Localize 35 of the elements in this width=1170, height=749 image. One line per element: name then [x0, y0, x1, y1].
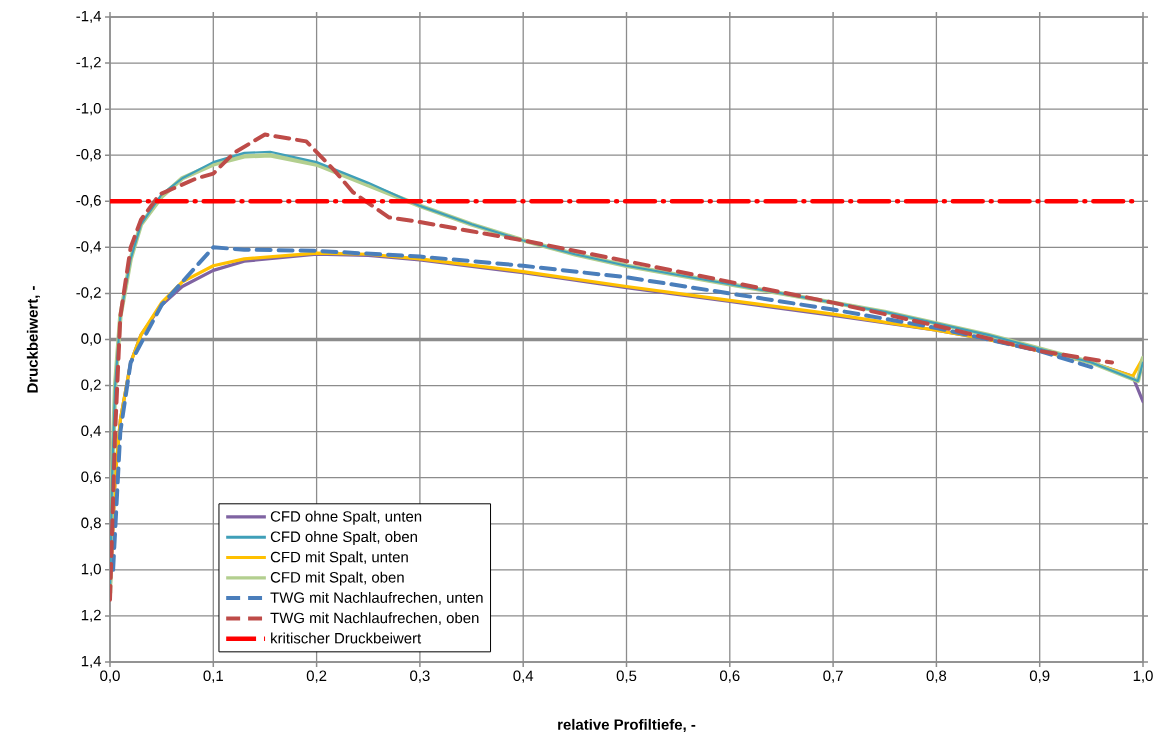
- x-tick-label: 0,2: [306, 670, 327, 683]
- y-tick-label: -1,0: [76, 102, 101, 116]
- x-tick-label: 0,0: [100, 670, 120, 683]
- legend-label: CFD mit Spalt, unten: [270, 551, 408, 566]
- y-tick-label: 0,4: [81, 425, 102, 438]
- y-tick-label: -0,6: [76, 195, 101, 208]
- x-tick-label: 0,8: [926, 670, 947, 683]
- x-tick-label: 0,9: [1029, 670, 1050, 683]
- y-tick-label: 1,4: [81, 655, 102, 669]
- legend-label: kritischer Druckbeiwert: [271, 632, 422, 644]
- x-tick-label: 0,5: [616, 670, 637, 683]
- legend-label: TWG mit Nachlaufrechen, oben: [270, 612, 479, 625]
- y-tick-label: 0,6: [81, 471, 101, 484]
- y-tick-label: -1,2: [76, 56, 101, 70]
- y-tick-label: -0,8: [76, 149, 101, 162]
- legend-label: TWG mit Nachlaufrechen, unten: [270, 591, 483, 605]
- y-tick-label: 1,2: [81, 609, 101, 623]
- y-tick-label: 0,0: [81, 333, 101, 346]
- y-tick-label: -1,4: [76, 10, 102, 24]
- x-tick-label: 0,6: [719, 670, 740, 683]
- x-tick-label: 1,0: [1133, 670, 1153, 683]
- x-tick-label: 0,4: [513, 670, 534, 683]
- legend-label: CFD ohne Spalt, unten: [270, 510, 422, 525]
- x-axis-title: relative Profiltiefe, -: [558, 718, 696, 733]
- y-tick-label: -0,4: [76, 241, 102, 254]
- x-tick-label: 0,3: [410, 670, 430, 683]
- y-tick-label: -0,2: [76, 287, 101, 300]
- y-tick-label: 1,0: [81, 563, 101, 577]
- legend-label: CFD mit Spalt, oben: [270, 571, 404, 586]
- y-axis-title: Druckbeiwert, -: [26, 286, 40, 393]
- x-tick-label: 0,1: [203, 670, 223, 683]
- legend-label: CFD ohne Spalt, oben: [270, 531, 417, 545]
- y-tick-label: 0,8: [81, 517, 101, 530]
- y-tick-label: 0,2: [81, 379, 101, 392]
- x-tick-label: 0,7: [823, 670, 843, 683]
